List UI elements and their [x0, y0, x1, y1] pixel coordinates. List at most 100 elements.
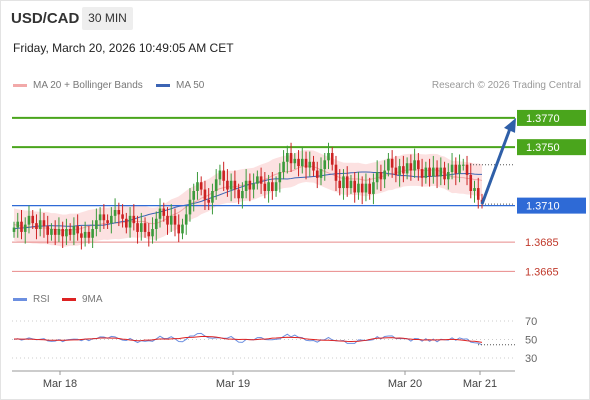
- legend-rsi-label: RSI: [33, 294, 50, 305]
- candle-body: [46, 226, 49, 235]
- candle-body: [368, 183, 371, 194]
- candle-body: [375, 172, 379, 183]
- candle-body: [102, 214, 106, 221]
- candle-body: [50, 229, 53, 235]
- legend-ma20: MA 20 + Bollinger Bands: [13, 80, 143, 91]
- candle-body: [342, 176, 345, 189]
- chart-header: USD/CAD 30 MIN: [0, 0, 590, 38]
- candle-body: [304, 158, 308, 168]
- candle-body: [417, 160, 420, 170]
- candle-body: [162, 208, 166, 216]
- candle-body: [300, 158, 304, 167]
- candle-body: [450, 164, 454, 172]
- candle-body: [143, 223, 147, 232]
- level-label-resistance-2: 1.3770: [526, 113, 560, 125]
- candle-body: [147, 231, 151, 237]
- legend-ma50: MA 50: [156, 80, 204, 91]
- candle-body: [192, 191, 196, 200]
- candle-body: [72, 226, 76, 235]
- level-tag-resistance-1: [517, 139, 586, 156]
- candle-body: [274, 182, 278, 191]
- candle-body: [222, 170, 225, 181]
- candle-body: [136, 223, 139, 232]
- candle-body: [173, 215, 177, 225]
- candle-body: [38, 220, 42, 229]
- candle-body: [199, 182, 203, 190]
- candle-body: [424, 167, 428, 178]
- candle-body: [229, 180, 233, 190]
- candle-body: [80, 233, 83, 238]
- candle-body: [244, 180, 248, 191]
- candle-body: [409, 163, 413, 171]
- candle-body: [177, 224, 181, 234]
- symbol-title: USD/CAD: [11, 10, 80, 27]
- candle-body: [372, 182, 375, 194]
- candle-body: [387, 158, 390, 171]
- candle-body: [349, 180, 353, 189]
- candle-body: [35, 223, 38, 229]
- candle-body: [360, 183, 364, 193]
- ma50-swatch: [156, 83, 170, 87]
- x-tick-label: Mar 18: [43, 378, 77, 390]
- candle-body: [379, 172, 383, 180]
- candle-body: [259, 176, 263, 184]
- timeframe-button[interactable]: 30 MIN: [82, 7, 133, 30]
- candle-body: [293, 158, 297, 164]
- level-label-support-1: 1.3685: [525, 237, 559, 249]
- candle-body: [286, 153, 289, 162]
- timestamp: Friday, March 20, 2026 10:49:05 AM CET: [13, 41, 234, 55]
- candle-body: [413, 160, 416, 171]
- candle-body: [473, 188, 476, 191]
- candle-body: [196, 182, 199, 191]
- candle-body: [405, 163, 409, 174]
- rsi-tick-label: 30: [525, 353, 537, 365]
- candle-body: [132, 215, 136, 224]
- rsi-tick-label: 50: [525, 335, 537, 347]
- candle-body: [68, 229, 72, 235]
- candle-body: [31, 215, 35, 224]
- candle-body: [345, 176, 349, 189]
- candle-body: [87, 231, 91, 238]
- legend-9ma-label: 9MA: [82, 294, 103, 305]
- candle-body: [125, 218, 128, 228]
- candle-body: [211, 191, 214, 203]
- candle-body: [327, 153, 330, 161]
- candle-body: [263, 183, 267, 191]
- candle-body: [353, 180, 357, 193]
- candle-body: [106, 220, 109, 224]
- candle-body: [113, 210, 117, 216]
- forecast-arrow-head: [504, 117, 516, 133]
- candle-body: [323, 160, 327, 170]
- candle-body: [23, 224, 27, 232]
- forecast-arrow-shaft: [480, 125, 513, 205]
- candle-body: [428, 167, 431, 177]
- candle-body: [218, 170, 222, 180]
- candle-body: [158, 208, 162, 219]
- rsi-ma-line: [13, 335, 483, 343]
- candle-body: [319, 169, 323, 178]
- candle-body: [169, 215, 173, 225]
- candle-body: [91, 229, 94, 238]
- candle-body: [151, 229, 154, 237]
- rsi-swatch: [13, 297, 27, 301]
- candle-body: [447, 172, 450, 180]
- candle-body: [139, 223, 143, 232]
- candle-body: [256, 176, 259, 184]
- candle-body: [469, 174, 473, 191]
- candle-body: [241, 191, 244, 199]
- candle-body: [117, 210, 121, 215]
- candle-body: [289, 153, 293, 164]
- candle-body: [95, 220, 98, 229]
- candle-body: [357, 183, 360, 193]
- candle-body: [181, 224, 184, 234]
- level-label-pivot: 1.3710: [526, 201, 560, 213]
- candle-body: [203, 189, 207, 200]
- copyright: Research © 2026 Trading Central: [431, 80, 581, 91]
- candle-body: [312, 161, 315, 171]
- candle-body: [53, 229, 57, 235]
- candle-body: [166, 215, 169, 225]
- candle-body: [282, 161, 285, 172]
- candle-body: [128, 215, 132, 228]
- candle-body: [16, 221, 20, 228]
